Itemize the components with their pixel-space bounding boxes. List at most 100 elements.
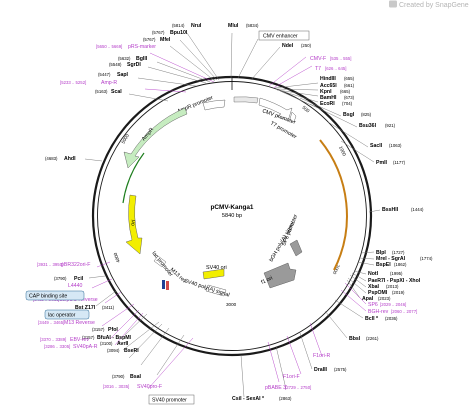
- enzyme-name: BsgI: [343, 112, 355, 118]
- enzyme-pos: (655): [344, 76, 355, 81]
- primer-pos: [626 .. 645]: [325, 66, 347, 71]
- enzyme-name: BseRI: [124, 348, 139, 354]
- enzyme-pos: (2863): [279, 396, 292, 401]
- enzyme-name: XbaI: [368, 284, 380, 290]
- backbone-outer: [91, 75, 373, 357]
- enzyme-pos: (825): [361, 112, 372, 117]
- box-label-cmv-enhancer: CMV enhancer: [263, 34, 298, 40]
- enzyme-pos: (704): [342, 101, 353, 106]
- enzyme-pos: (3100): [100, 341, 113, 346]
- primer-pos: [3449 .. 3465]: [38, 320, 64, 325]
- enzyme-pos: (5767): [152, 30, 165, 35]
- enzyme-pos: (3094): [107, 348, 120, 353]
- enzyme-name: SgrDI: [127, 62, 141, 68]
- enzyme-pos: (2036): [385, 316, 398, 321]
- tick-marks: 500 1000 2000 3000 4000 5000: [113, 78, 347, 307]
- enzyme-pos: (661): [344, 83, 355, 88]
- enzyme-name: DraIII: [314, 367, 328, 373]
- primer-labels: [5650 .. 5669] pRS-marker [5233 .. 5252]…: [33, 44, 417, 391]
- primer-name: Amp-R: [101, 80, 117, 86]
- enzyme-pos: (3411): [102, 305, 115, 310]
- enzyme-pos: (2013): [386, 284, 399, 289]
- enzyme-pos: (665): [340, 89, 351, 94]
- primer-pos: [3016 .. 3035]: [103, 384, 129, 389]
- primer-name: pBR322ori-F: [61, 262, 90, 268]
- primer-name: F1ori-R: [313, 353, 331, 359]
- primer-name: F1ori-F: [283, 374, 300, 380]
- enzyme-name: BlpI: [376, 250, 386, 256]
- tick-1000: 1000: [338, 145, 347, 157]
- enzyme-name: EcoRI: [320, 101, 335, 107]
- enzyme-pos: (3157): [82, 335, 95, 340]
- enzyme-name: MluI: [228, 23, 239, 29]
- primer-pos: [3286 .. 3305]: [44, 344, 70, 349]
- enzyme-pos: (2261): [366, 336, 379, 341]
- enzyme-name: NotI: [368, 271, 379, 277]
- box-cap-binding-site: CAP binding site: [25, 290, 85, 301]
- feature-ori: ori: [125, 194, 143, 255]
- primer-name: SV40pA-R: [73, 344, 98, 350]
- plasmid-name: pCMV-Kanga1: [211, 204, 254, 211]
- primer-name: pBABE 3': [265, 385, 287, 391]
- tick-5000: 5000: [121, 133, 131, 145]
- primer-lines: [91, 52, 367, 390]
- primer-pos: [5233 .. 5252]: [60, 80, 86, 85]
- enzyme-name: PaeR7I - PspXI - XhoI: [368, 278, 421, 284]
- enzyme-name: KpnI: [320, 89, 332, 95]
- enzyme-pos: (2019): [392, 290, 405, 295]
- primer-name: SV40pro-F: [137, 384, 162, 390]
- enzyme-name: BfuAI - BspMI: [97, 335, 132, 341]
- enzyme-pos: (1774): [420, 256, 433, 261]
- enzyme-pos: (1995): [390, 271, 403, 276]
- enzyme-labels: (5814) NruI (5767) Bpu10I (5767) MfeI Ml…: [45, 23, 433, 402]
- leader-lines: [84, 32, 381, 398]
- enzyme-pos: (5632): [118, 56, 131, 61]
- box-label-cap-binding-site: CAP binding site: [29, 294, 67, 300]
- enzyme-pos: (1727): [392, 250, 405, 255]
- watermark-text: Created by SnapGene: [399, 2, 469, 9]
- enzyme-name: BspEI: [376, 262, 391, 268]
- enzyme-pos: (1063): [389, 143, 402, 148]
- enzyme-name: NdeI: [282, 43, 294, 49]
- enzyme-name: PmlI: [376, 160, 388, 166]
- feature-label-f1-ori: f1 ori: [260, 275, 273, 286]
- enzyme-name: PciI: [74, 276, 84, 282]
- enzyme-name: Acc65I: [320, 83, 337, 89]
- primer-pos: [535 .. 555]: [330, 56, 352, 61]
- enzyme-pos: (3790): [112, 374, 125, 379]
- enzyme-name: BamHI: [320, 95, 337, 101]
- primer-name: CMV-F: [310, 56, 326, 62]
- enzyme-name: NruI: [191, 23, 202, 29]
- enzyme-name: SapI: [117, 72, 129, 78]
- enzyme-pos: (5447): [98, 72, 111, 77]
- feature-label-ori: ori: [130, 219, 137, 226]
- enzyme-pos: (2023): [378, 296, 391, 301]
- primer-name: L4440: [68, 283, 83, 289]
- feature-sv40-polya: SV40 poly(A) signal: [183, 278, 230, 298]
- enzyme-name: BsaI: [130, 374, 142, 380]
- primer-name: M13 Reverse: [64, 320, 95, 326]
- enzyme-name: BclI *: [365, 316, 379, 322]
- primer-pos: [5650 .. 5669]: [96, 44, 122, 49]
- feature-sv40-ori: SV40 ori: [202, 265, 227, 280]
- enzyme-name: AvrII: [117, 341, 129, 347]
- enzyme-pos: (1177): [393, 160, 406, 165]
- feature-dark-arc: [122, 152, 145, 204]
- feature-orange-arc: [319, 139, 348, 271]
- box-lac-operator: lac operator: [44, 309, 90, 320]
- enzyme-pos: (921): [385, 123, 396, 128]
- enzyme-name: Bpu10I: [170, 30, 188, 36]
- plasmid-size: 5840 bp: [222, 213, 242, 219]
- enzyme-name: PspOMI: [368, 290, 388, 296]
- primer-name: T7: [315, 66, 321, 72]
- enzyme-pos: (3790): [54, 276, 67, 281]
- enzyme-pos: (4683): [45, 156, 58, 161]
- enzyme-pos: (1862): [394, 262, 407, 267]
- enzyme-pos: (5814): [172, 23, 185, 28]
- feature-cmv-enhancer: [233, 96, 259, 104]
- box-label-sv40-promoter: SV40 promoter: [152, 398, 187, 404]
- feature-label-m13-rev: M13 rev: [169, 267, 188, 285]
- enzyme-name: Bsu36I: [359, 123, 377, 129]
- primer-name: pRS-marker: [128, 44, 156, 50]
